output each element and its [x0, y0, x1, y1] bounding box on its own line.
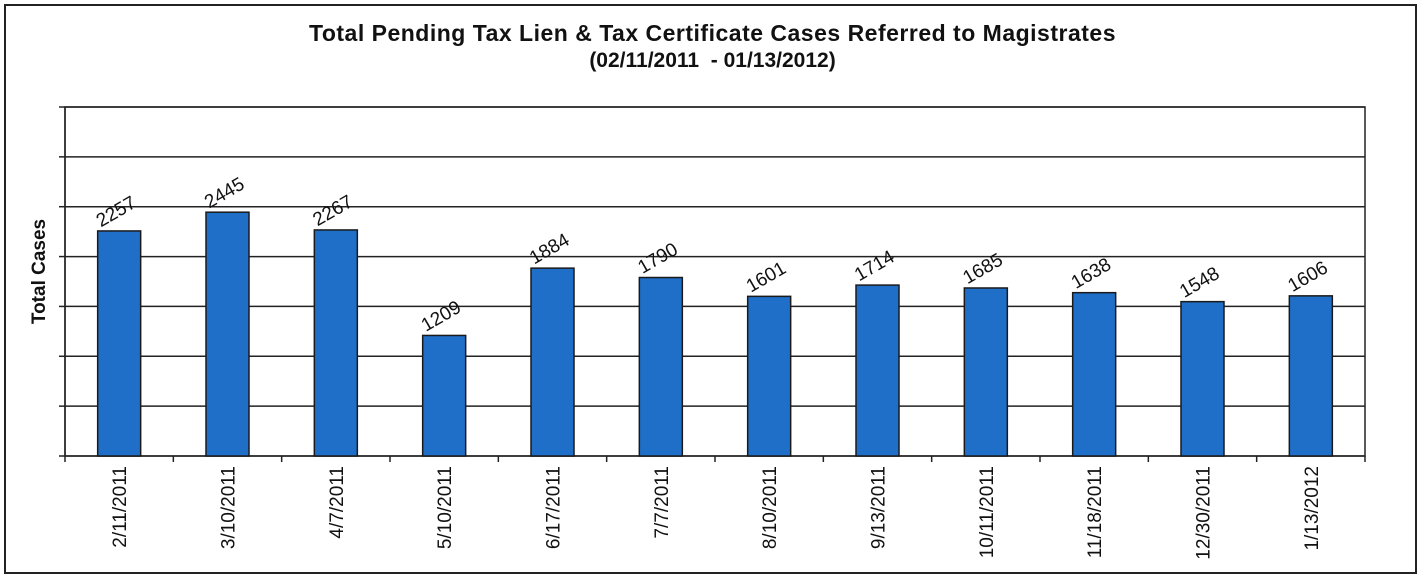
bar — [313, 229, 359, 457]
x-tick-label: 11/18/2011 — [1085, 466, 1106, 558]
bar — [421, 334, 467, 457]
bar — [855, 284, 900, 457]
bar — [205, 211, 250, 457]
bar — [963, 287, 1009, 457]
bar — [96, 230, 142, 457]
plot-background — [64, 106, 1366, 457]
bar — [1071, 291, 1117, 457]
x-tick-label: 4/7/2011 — [327, 466, 348, 539]
x-tick-label: 12/30/2011 — [1194, 466, 1215, 560]
bar — [638, 276, 684, 457]
x-tick-label: 5/10/2011 — [435, 466, 456, 549]
bar — [1180, 300, 1225, 457]
x-tick-label: 3/10/2011 — [219, 466, 240, 549]
bar — [530, 267, 575, 457]
x-tick-label: 7/7/2011 — [652, 466, 673, 539]
x-tick-label: 1/13/2012 — [1302, 466, 1323, 551]
x-tick-label: 6/17/2011 — [544, 466, 565, 549]
bar — [746, 295, 792, 457]
x-tick-label: 8/10/2011 — [760, 466, 781, 549]
y-axis-label: Total Cases — [29, 219, 50, 324]
x-tick-label: 9/13/2011 — [869, 466, 890, 549]
bar — [1288, 295, 1334, 457]
x-tick-label: 10/11/2011 — [977, 466, 998, 558]
x-tick-label: 2/11/2011 — [110, 466, 131, 548]
